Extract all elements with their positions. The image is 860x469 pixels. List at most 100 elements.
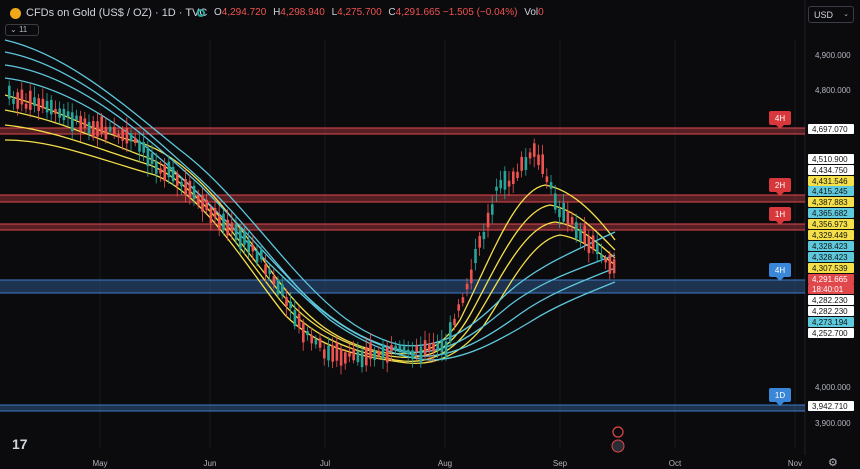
candle-body <box>533 143 536 157</box>
candle-body <box>117 133 120 138</box>
indicators-count: 11 <box>18 25 28 34</box>
candle-body <box>365 346 368 366</box>
currency-select[interactable]: USD ⌄ <box>808 6 854 23</box>
candle-body <box>461 297 465 303</box>
candle-body <box>558 208 561 218</box>
price-label-bg <box>808 124 854 134</box>
candle-body <box>209 207 213 223</box>
candle-body <box>180 181 183 187</box>
candle-body <box>272 275 276 284</box>
candle-body <box>457 304 460 311</box>
candle-body <box>470 269 473 284</box>
candle-body <box>407 349 410 355</box>
candle-body <box>360 350 364 368</box>
symbol-title[interactable]: CFDs on Gold (US$ / OZ) · 1D · TVC <box>26 7 208 19</box>
candle-body <box>453 318 456 326</box>
zone-tag-pointer <box>776 277 784 281</box>
us-flag-event-icon <box>611 439 625 453</box>
candle-body <box>255 251 259 263</box>
candle-body <box>612 259 616 274</box>
candle-body <box>222 213 225 231</box>
indicators-toggle-button[interactable]: ⌄ 11 <box>5 24 39 36</box>
price-label-bg <box>808 176 854 186</box>
candle-body <box>62 108 66 121</box>
gear-icon[interactable]: ⚙ <box>828 457 838 469</box>
candle-body <box>554 193 557 210</box>
time-axis-label: May <box>92 459 107 468</box>
price-label: 4,356.973 <box>812 220 848 229</box>
candle-body <box>276 279 280 295</box>
candle-body <box>29 90 32 110</box>
price-label: 4,697.070 <box>812 125 848 134</box>
chevron-down-icon: ⌄ <box>843 11 849 18</box>
candle-body <box>562 202 565 222</box>
price-label: 4,252.700 <box>812 329 848 338</box>
candle-body <box>604 258 607 263</box>
zone-tag <box>769 111 791 125</box>
candle-body <box>377 351 381 357</box>
candle-body <box>449 322 452 343</box>
candle-body <box>41 98 45 109</box>
ma-line-yellow <box>4 109 616 359</box>
candle-body <box>108 126 112 132</box>
currency-value: USD <box>814 10 834 20</box>
candle-body <box>285 297 288 307</box>
candle-body <box>503 171 507 190</box>
price-label: 4,434.750 <box>812 166 848 175</box>
open-value: 4,294.720 <box>221 7 267 18</box>
candle-body <box>297 313 301 328</box>
candle-body <box>201 195 204 212</box>
gold-symbol-icon <box>10 8 21 19</box>
candle-body <box>87 122 91 134</box>
candle-body <box>524 157 528 170</box>
candle-body <box>264 264 267 275</box>
candle-body <box>24 103 28 109</box>
ma-line-cyan <box>4 51 616 353</box>
volume-key: Vol <box>524 7 539 18</box>
price-label: 3,942.710 <box>812 402 848 411</box>
candle-body <box>142 141 145 153</box>
candle-body <box>348 352 351 357</box>
price-label: 4,328.423 <box>812 242 848 251</box>
candle-body <box>600 254 603 259</box>
candle-body <box>369 342 372 360</box>
candle-body <box>20 89 24 105</box>
candle-body <box>8 85 11 99</box>
candle-body <box>570 216 574 224</box>
candle-body <box>163 164 166 181</box>
candle-body <box>75 115 78 120</box>
price-label: 4,282.230 <box>812 296 848 305</box>
price-label-bg <box>808 328 854 338</box>
candle-body <box>516 171 519 179</box>
zone-tag <box>769 178 791 192</box>
candle-body <box>197 195 200 206</box>
candle-body <box>566 211 570 225</box>
time-axis-label: Oct <box>669 459 682 468</box>
candle-body <box>474 248 477 264</box>
candle-body <box>205 199 208 211</box>
price-label: 4,328.423 <box>812 253 848 262</box>
candle-body <box>344 352 347 364</box>
candle-body <box>507 180 511 187</box>
price-label-bg <box>808 252 854 262</box>
candle-body <box>394 345 397 350</box>
price-label: 4,431.546 <box>812 177 848 186</box>
zone-band <box>0 195 805 202</box>
candle-body <box>92 121 95 138</box>
zone-tag-label: 2H <box>775 181 785 190</box>
price-label-bg <box>808 165 854 175</box>
lightning-event-icon <box>612 426 624 438</box>
candle-body <box>444 341 448 358</box>
candle-body <box>83 118 87 129</box>
low-key: L <box>331 7 338 18</box>
candle-body <box>226 219 229 236</box>
candle-body <box>318 338 322 348</box>
price-label-bg <box>808 284 854 294</box>
candle-body <box>155 161 158 174</box>
close-value: 4,291.665 −1.505 (−0.04%) <box>395 7 518 18</box>
price-tick-label: 4,900.000 <box>815 51 851 60</box>
price-label-bg <box>808 208 854 218</box>
price-label: 4,307.539 <box>812 264 848 273</box>
price-label-bg <box>808 317 854 327</box>
